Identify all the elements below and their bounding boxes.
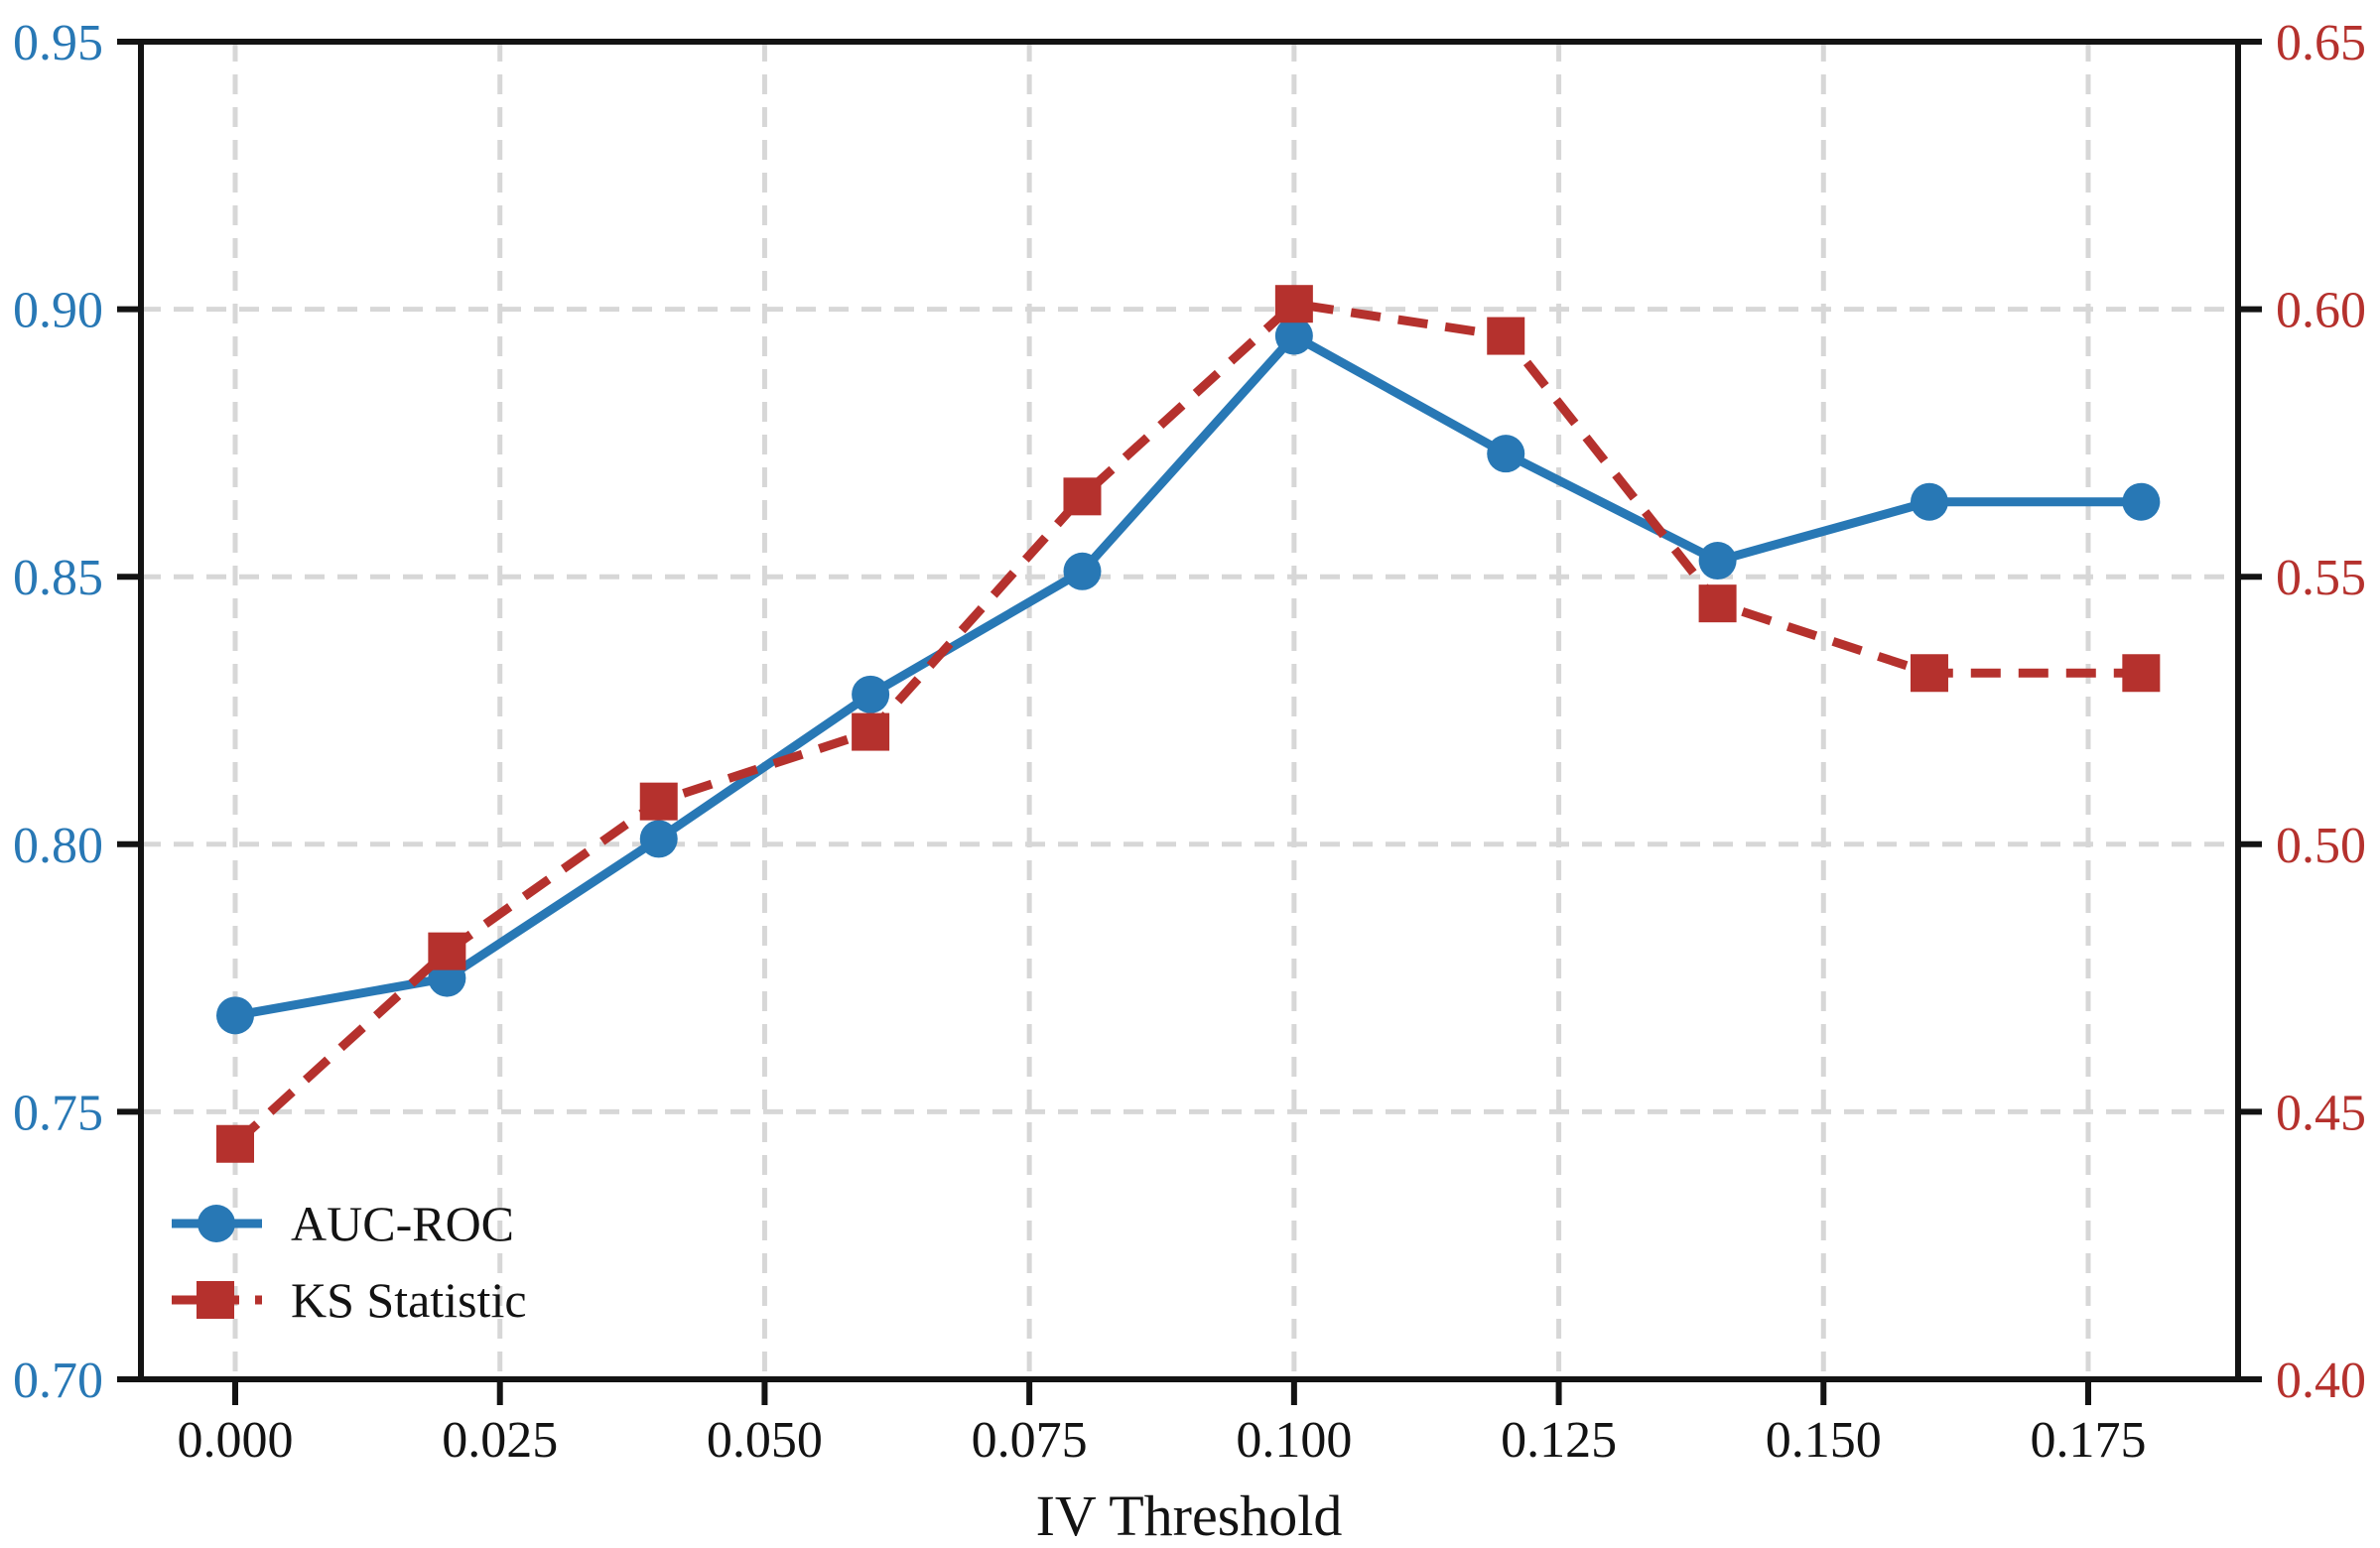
auc-roc-marker xyxy=(216,996,254,1035)
ks-marker xyxy=(216,1124,254,1163)
auc-roc-line xyxy=(230,331,2146,1020)
right-tick-label: 0.50 xyxy=(2276,818,2366,874)
ks-marker xyxy=(1274,285,1313,323)
auc-roc-marker xyxy=(1910,482,1948,521)
ks-marker xyxy=(428,932,466,970)
right-tick-label: 0.65 xyxy=(2276,15,2366,71)
right-tick-label: 0.45 xyxy=(2276,1085,2366,1141)
left-tick-label: 0.85 xyxy=(13,550,103,606)
right-tick-label: 0.60 xyxy=(2276,283,2366,339)
legend-auc-label: AUC-ROC xyxy=(291,1196,514,1251)
x-tick-label: 0.075 xyxy=(972,1412,1088,1469)
ks-marker xyxy=(1487,317,1525,355)
plot-border xyxy=(138,39,2241,1382)
legend-ks-label: KS Statistic xyxy=(291,1272,527,1328)
ks-marker xyxy=(1063,477,1102,516)
legend: AUC-ROC KS Statistic xyxy=(172,1196,527,1328)
ks-marker xyxy=(639,782,678,821)
x-tick-label: 0.100 xyxy=(1236,1412,1352,1469)
auc-roc-marker xyxy=(852,675,890,713)
right-tick-label: 0.55 xyxy=(2276,550,2366,606)
ks-marker xyxy=(2122,654,2161,693)
x-tick-label: 0.025 xyxy=(442,1412,558,1469)
ks-marker xyxy=(1910,654,1948,693)
left-tick-label: 0.75 xyxy=(13,1085,103,1141)
ks-marker xyxy=(852,712,890,751)
auc-roc-marker xyxy=(1274,317,1313,355)
left-tick-label: 0.80 xyxy=(13,818,103,874)
auc-roc-marker xyxy=(639,820,678,858)
auc-roc-marker xyxy=(2122,482,2161,521)
x-tick-label: 0.125 xyxy=(1501,1412,1617,1469)
x-tick-label: 0.000 xyxy=(178,1412,294,1469)
auc-roc-marker xyxy=(1698,542,1737,580)
right-tick-label: 0.40 xyxy=(2276,1353,2366,1409)
x-tick-label: 0.150 xyxy=(1766,1412,1882,1469)
ks-line xyxy=(231,299,2142,1148)
left-tick-label: 0.70 xyxy=(13,1353,103,1409)
legend-ks-marker xyxy=(197,1281,234,1319)
x-axis-title: IV Threshold xyxy=(1036,1484,1343,1548)
auc-roc-marker xyxy=(1063,552,1102,590)
left-tick-label: 0.95 xyxy=(13,15,103,71)
x-tick-label: 0.050 xyxy=(707,1412,823,1469)
left-tick-label: 0.90 xyxy=(13,283,103,339)
legend-auc-marker xyxy=(198,1205,235,1242)
x-tick-label: 0.175 xyxy=(2030,1412,2146,1469)
ks-marker xyxy=(1698,584,1737,623)
auc-roc-marker xyxy=(1487,435,1525,473)
